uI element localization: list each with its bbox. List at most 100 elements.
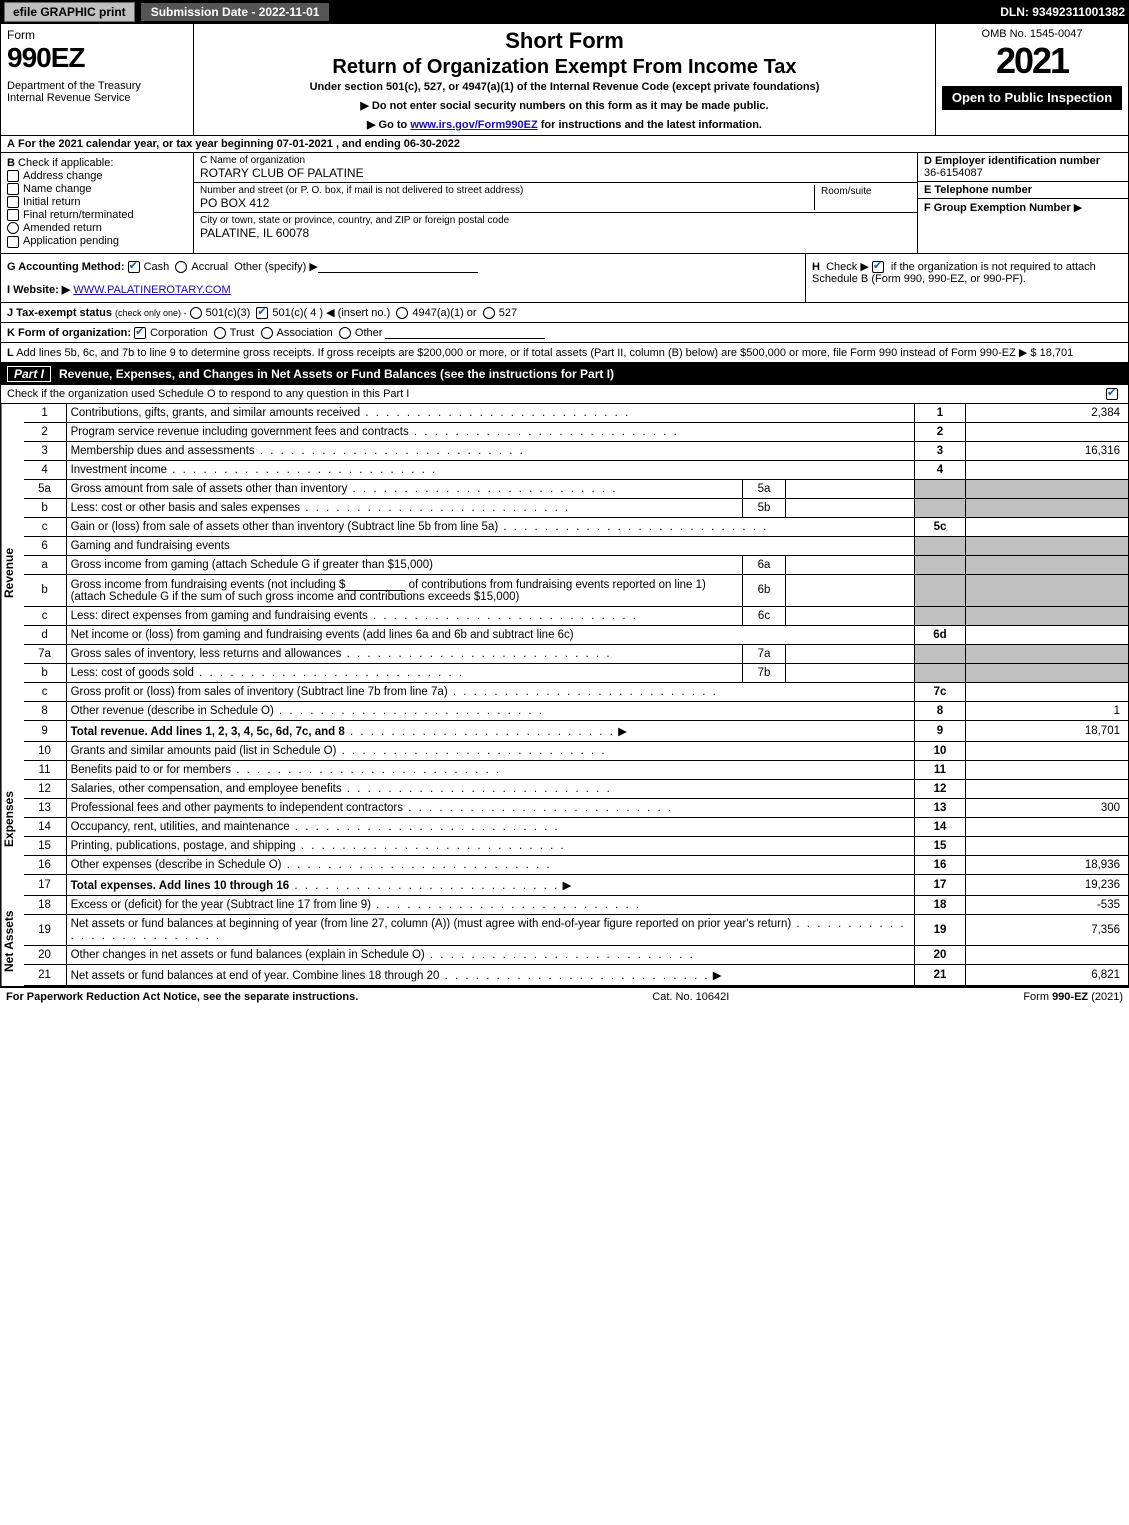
col-c: C Name of organization ROTARY CLUB OF PA… (194, 153, 917, 253)
website-link[interactable]: WWW.PALATINEROTARY.COM (73, 284, 230, 296)
line-6a: aGross income from gaming (attach Schedu… (24, 555, 1129, 574)
line-6c: cLess: direct expenses from gaming and f… (24, 606, 1129, 625)
col-def: D Employer identification number 36-6154… (917, 153, 1128, 253)
chk-application-pending[interactable]: Application pending (7, 235, 187, 247)
l-amount: 18,701 (1040, 347, 1074, 359)
section-bcdef: B Check if applicable: Address change Na… (0, 153, 1129, 253)
omb-number: OMB No. 1545-0047 (942, 28, 1122, 40)
line-6b-blank[interactable] (345, 578, 405, 591)
chk-accrual[interactable] (175, 261, 187, 273)
part1-check-text: Check if the organization used Schedule … (7, 388, 1100, 400)
line-6: 6Gaming and fundraising events (24, 536, 1129, 555)
h-label: H (812, 261, 820, 273)
line-12: 12Salaries, other compensation, and empl… (24, 779, 1129, 798)
form-number: 990EZ (7, 42, 187, 74)
line-3: 3Membership dues and assessments316,316 (24, 441, 1129, 460)
netassets-vlabel: Net Assets (1, 896, 24, 986)
header-left: Form 990EZ Department of the Treasury In… (1, 24, 194, 135)
chk-final-return[interactable]: Final return/terminated (7, 209, 187, 221)
chk-association[interactable] (261, 327, 273, 339)
open-public-badge: Open to Public Inspection (942, 86, 1122, 110)
dept-treasury: Department of the Treasury (7, 80, 187, 92)
top-bar: efile GRAPHIC print Submission Date - 20… (0, 0, 1129, 24)
revenue-vlabel: Revenue (1, 404, 24, 742)
footer-right: Form 990-EZ (2021) (1023, 991, 1123, 1003)
form-title: Return of Organization Exempt From Incom… (198, 56, 931, 79)
chk-corporation[interactable] (134, 327, 146, 339)
chk-cash[interactable] (128, 261, 140, 273)
line-17: 17Total expenses. Add lines 10 through 1… (24, 874, 1129, 895)
org-name: ROTARY CLUB OF PALATINE (200, 166, 911, 180)
f-label: F Group Exemption Number (924, 202, 1071, 214)
part1-checknote: Check if the organization used Schedule … (0, 385, 1129, 404)
line-5a: 5aGross amount from sale of assets other… (24, 479, 1129, 498)
tax-year: 2021 (942, 40, 1122, 82)
col-b: B Check if applicable: Address change Na… (1, 153, 194, 253)
efile-print-button[interactable]: efile GRAPHIC print (4, 2, 135, 22)
row-a-text: For the 2021 calendar year, or tax year … (18, 138, 460, 150)
dln-number: DLN: 93492311001382 (1000, 5, 1125, 19)
expenses-table: 10Grants and similar amounts paid (list … (24, 742, 1129, 896)
chk-527[interactable] (483, 307, 495, 319)
line-20: 20Other changes in net assets or fund ba… (24, 945, 1129, 964)
chk-schedule-o[interactable] (1106, 388, 1118, 400)
f-arrow: ▶ (1074, 202, 1082, 214)
h-text1: Check ▶ (826, 261, 869, 273)
chk-initial-return[interactable]: Initial return (7, 196, 187, 208)
short-form-title: Short Form (198, 28, 931, 54)
part1-bar: Part I Revenue, Expenses, and Changes in… (0, 363, 1129, 385)
row-k: K Form of organization: Corporation Trus… (0, 323, 1129, 343)
expenses-section: Expenses 10Grants and similar amounts pa… (0, 742, 1129, 896)
k-label: K Form of organization: (7, 327, 131, 339)
c-addr-label: Number and street (or P. O. box, if mail… (200, 185, 808, 196)
org-address: PO BOX 412 (200, 196, 808, 210)
l-text: Add lines 5b, 6c, and 7b to line 9 to de… (16, 347, 1016, 359)
j-sub: (check only one) - (115, 308, 187, 318)
row-gh: G Accounting Method: Cash Accrual Other … (0, 253, 1129, 303)
form-subtitle: Under section 501(c), 527, or 4947(a)(1)… (198, 81, 931, 93)
chk-amended-return[interactable]: Amended return (7, 222, 187, 234)
l-amount-prefix: ▶ $ (1019, 347, 1040, 359)
chk-other-org[interactable] (339, 327, 351, 339)
submission-date: Submission Date - 2022-11-01 (141, 3, 330, 21)
line-18: 18Excess or (deficit) for the year (Subt… (24, 896, 1129, 915)
chk-h[interactable] (872, 261, 884, 273)
c-name-label: C Name of organization (200, 155, 911, 166)
g-label: G Accounting Method: (7, 261, 125, 273)
line-4: 4Investment income4 (24, 460, 1129, 479)
chk-501c3[interactable] (190, 307, 202, 319)
goto-note: ▶ Go to www.irs.gov/Form990EZ for instru… (198, 118, 931, 131)
footer-catno: Cat. No. 10642I (652, 991, 729, 1003)
line-16: 16Other expenses (describe in Schedule O… (24, 855, 1129, 874)
row-a: A For the 2021 calendar year, or tax yea… (0, 136, 1129, 153)
e-label: E Telephone number (924, 184, 1032, 196)
goto-pre: ▶ Go to (367, 119, 410, 131)
d-label: D Employer identification number (924, 155, 1100, 167)
line-11: 11Benefits paid to or for members11 (24, 760, 1129, 779)
line-2: 2Program service revenue including gover… (24, 422, 1129, 441)
row-l: L Add lines 5b, 6c, and 7b to line 9 to … (0, 343, 1129, 363)
line-5c: cGain or (loss) from sale of assets othe… (24, 517, 1129, 536)
part1-title: Revenue, Expenses, and Changes in Net As… (59, 367, 614, 381)
header-right: OMB No. 1545-0047 2021 Open to Public In… (935, 24, 1128, 135)
g-other-blank[interactable] (318, 260, 478, 273)
org-city: PALATINE, IL 60078 (200, 226, 911, 240)
g-other: Other (specify) ▶ (234, 261, 318, 273)
line-5b: bLess: cost or other basis and sales exp… (24, 498, 1129, 517)
j-label: J Tax-exempt status (7, 307, 112, 319)
line-6d: dNet income or (loss) from gaming and fu… (24, 625, 1129, 644)
k-other-blank[interactable] (385, 326, 545, 339)
chk-address-change[interactable]: Address change (7, 170, 187, 182)
chk-4947[interactable] (396, 307, 408, 319)
chk-trust[interactable] (214, 327, 226, 339)
header-center: Short Form Return of Organization Exempt… (194, 24, 935, 135)
ein-value: 36-6154087 (924, 167, 983, 179)
line-15: 15Printing, publications, postage, and s… (24, 836, 1129, 855)
row-j: J Tax-exempt status (check only one) - 5… (0, 303, 1129, 323)
line-21: 21Net assets or fund balances at end of … (24, 964, 1129, 985)
irs-link[interactable]: www.irs.gov/Form990EZ (410, 119, 537, 131)
chk-name-change[interactable]: Name change (7, 183, 187, 195)
line-8: 8Other revenue (describe in Schedule O)8… (24, 701, 1129, 720)
chk-501c[interactable] (256, 307, 268, 319)
form-header: Form 990EZ Department of the Treasury In… (0, 24, 1129, 136)
